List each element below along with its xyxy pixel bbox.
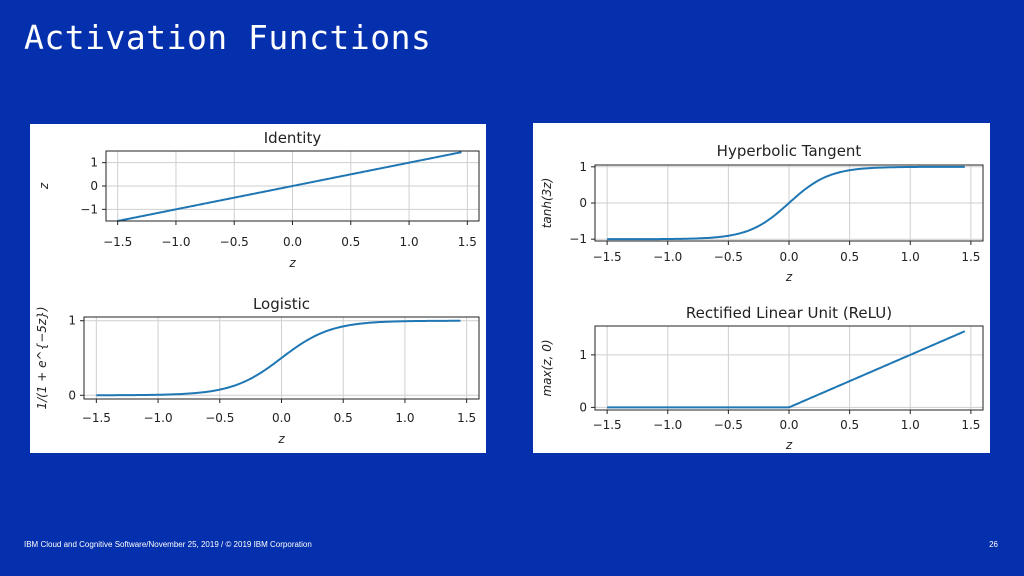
tanh-xtick-label-2: −0.5 bbox=[714, 250, 743, 264]
logistic-xtick-label-1: −1.0 bbox=[143, 411, 172, 425]
relu-xtick-label-6: 1.5 bbox=[961, 418, 980, 432]
tanh-xtick-label-0: −1.5 bbox=[593, 250, 622, 264]
tanh-ytick-label-2: 1 bbox=[579, 160, 587, 174]
identity-xtick-label-4: 0.5 bbox=[341, 235, 360, 249]
identity-xtick-label-3: 0.0 bbox=[283, 235, 302, 249]
tanh-chart: −1.5 −1.0 −0.5 0.0 0.5 1.0 1.5 −1 0 1 Hyperbolic T… bbox=[540, 142, 984, 284]
footer-text: IBM Cloud and Cognitive Software/Novembe… bbox=[24, 540, 312, 549]
relu-xtick-label-2: −0.5 bbox=[714, 418, 743, 432]
tanh-chart-title: Hyperbolic Tangent bbox=[717, 142, 862, 160]
logistic-xtick-label-6: 1.5 bbox=[457, 411, 476, 425]
relu-xtick-label-0: −1.5 bbox=[593, 418, 622, 432]
identity-xtick-label-1: −1.0 bbox=[161, 235, 190, 249]
logistic-chart: −1.5 −1.0 −0.5 0.0 0.5 1.0 1.5 0 1 Logistic z 1/(1 … bbox=[35, 295, 480, 446]
logistic-xtick-label-0: −1.5 bbox=[82, 411, 111, 425]
identity-ytick-label-2: 1 bbox=[90, 156, 98, 170]
logistic-series-line bbox=[96, 319, 461, 397]
logistic-ytick-label-1: 1 bbox=[68, 314, 76, 328]
logistic-xtick-label-2: −0.5 bbox=[205, 411, 234, 425]
identity-ytick-label-0: −1 bbox=[80, 202, 98, 216]
identity-xtick-label-6: 1.5 bbox=[458, 235, 477, 249]
tanh-series-line bbox=[607, 165, 965, 241]
identity-chart: −1.5 −1.0 −0.5 0.0 0.5 1.0 1.5 −1 0 1 Identity z z bbox=[37, 129, 480, 270]
relu-ytick-label-1: 1 bbox=[579, 348, 587, 362]
logistic-ytick-label-0: 0 bbox=[68, 388, 76, 402]
tanh-x-axis-label: z bbox=[785, 270, 793, 284]
logistic-x-axis-label: z bbox=[277, 432, 285, 446]
relu-series-line bbox=[607, 330, 966, 409]
tanh-xtick-label-3: 0.0 bbox=[779, 250, 798, 264]
slide-title: Activation Functions bbox=[24, 18, 432, 57]
tanh-y-axis-label: tanh(3z) bbox=[540, 178, 554, 229]
logistic-xtick-label-3: 0.0 bbox=[272, 411, 291, 425]
tanh-xtick-label-4: 0.5 bbox=[840, 250, 859, 264]
relu-xtick-label-5: 1.0 bbox=[901, 418, 920, 432]
right-figure-panel: −1.5 −1.0 −0.5 0.0 0.5 1.0 1.5 −1 0 1 Hyperbolic T… bbox=[533, 123, 990, 453]
relu-chart: −1.5 −1.0 −0.5 0.0 0.5 1.0 1.5 0 1 Rectified Line… bbox=[540, 304, 984, 452]
tanh-xtick-label-6: 1.5 bbox=[961, 250, 980, 264]
identity-x-axis-label: z bbox=[288, 256, 296, 270]
page-number: 26 bbox=[989, 540, 998, 549]
relu-chart-title: Rectified Linear Unit (ReLU) bbox=[686, 304, 892, 322]
logistic-y-axis-label: 1/(1 + e^{−5z}) bbox=[35, 306, 49, 409]
left-figure-panel: −1.5 −1.0 −0.5 0.0 0.5 1.0 1.5 −1 0 1 Identity z z −… bbox=[30, 124, 486, 453]
identity-xtick-label-5: 1.0 bbox=[400, 235, 419, 249]
identity-ytick-label-1: 0 bbox=[90, 179, 98, 193]
relu-y-axis-label: max(z, 0) bbox=[540, 339, 554, 396]
identity-y-axis-label: z bbox=[37, 182, 51, 190]
tanh-xtick-label-1: −1.0 bbox=[653, 250, 682, 264]
relu-xtick-label-4: 0.5 bbox=[840, 418, 859, 432]
identity-series-line bbox=[117, 151, 462, 222]
relu-x-axis-label: z bbox=[785, 438, 793, 452]
relu-ytick-label-0: 0 bbox=[579, 400, 587, 414]
relu-xtick-label-1: −1.0 bbox=[653, 418, 682, 432]
logistic-xtick-label-4: 0.5 bbox=[334, 411, 353, 425]
tanh-xtick-label-5: 1.0 bbox=[901, 250, 920, 264]
tanh-ytick-label-0: −1 bbox=[569, 232, 587, 246]
identity-xtick-label-2: −0.5 bbox=[220, 235, 249, 249]
logistic-xtick-label-5: 1.0 bbox=[395, 411, 414, 425]
identity-chart-title: Identity bbox=[264, 129, 322, 147]
identity-xtick-label-0: −1.5 bbox=[103, 235, 132, 249]
tanh-ytick-label-1: 0 bbox=[579, 196, 587, 210]
logistic-chart-title: Logistic bbox=[253, 295, 310, 313]
relu-xtick-label-3: 0.0 bbox=[779, 418, 798, 432]
